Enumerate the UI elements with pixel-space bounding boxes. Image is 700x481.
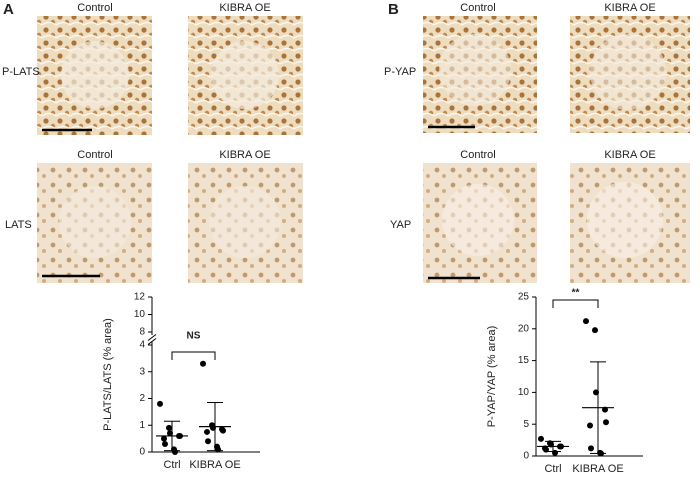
data-point <box>162 440 168 447</box>
y-tick-label: 20 <box>518 323 530 334</box>
y-tick-label: 0 <box>139 447 145 458</box>
y-tick-label: 3 <box>139 366 145 377</box>
data-point <box>205 438 211 445</box>
data-point <box>603 419 609 426</box>
data-point <box>587 422 593 429</box>
data-point <box>166 424 172 431</box>
micrographs <box>37 16 690 283</box>
data-point <box>538 435 544 442</box>
column-header: KIBRA OE <box>604 149 655 161</box>
y-tick-label: 10 <box>518 387 530 398</box>
column-header: Control <box>77 2 112 14</box>
significance-label: ** <box>572 288 580 299</box>
row-label: YAP <box>390 219 411 231</box>
y-tick-label: 1 <box>139 420 145 431</box>
column-header: Control <box>460 2 495 14</box>
y-tick-label: 15 <box>518 355 530 366</box>
significance-bracket <box>171 351 216 360</box>
x-tick-label: Ctrl <box>544 463 561 475</box>
column-header: Control <box>460 149 495 161</box>
axis-break <box>147 338 157 345</box>
axis-break <box>147 334 157 341</box>
column-header: KIBRA OE <box>604 2 655 14</box>
y-tick-label: 0 <box>523 451 529 462</box>
y-tick-label: 10 <box>134 309 146 320</box>
column-header: KIBRA OE <box>219 149 270 161</box>
data-point <box>588 445 594 452</box>
data-point <box>215 446 221 453</box>
column-header: KIBRA OE <box>219 2 270 14</box>
y-tick-label: 2 <box>139 393 145 404</box>
data-point <box>200 360 206 367</box>
data-point <box>592 327 598 334</box>
significance-label: NS <box>187 331 201 342</box>
x-tick-label: KIBRA OE <box>189 459 240 471</box>
row-label: P-LATS <box>2 66 40 78</box>
data-point <box>583 318 589 325</box>
y-tick-label: 8 <box>139 327 145 338</box>
data-point <box>161 435 167 442</box>
row-label: P-YAP <box>384 66 416 78</box>
data-point <box>172 449 178 455</box>
data-point <box>220 427 226 434</box>
y-tick-label: 25 <box>518 292 530 303</box>
panel-label: B <box>388 1 399 18</box>
data-point <box>157 400 163 407</box>
x-tick-label: Ctrl <box>163 459 180 471</box>
significance-bracket <box>552 299 599 308</box>
y-tick-label: 12 <box>134 292 146 303</box>
y-tick-label: 5 <box>523 419 529 430</box>
column-header: Control <box>77 149 112 161</box>
data-point <box>204 428 210 435</box>
y-tick-label: 4 <box>139 340 145 351</box>
y-axis-label: P-YAP/YAP (% area) <box>486 326 498 427</box>
y-axis-label: P-LATS/LATS (% area) <box>102 318 114 431</box>
row-label: LATS <box>5 219 32 231</box>
x-tick-label: KIBRA OE <box>572 463 623 475</box>
panel-label: A <box>3 1 14 18</box>
